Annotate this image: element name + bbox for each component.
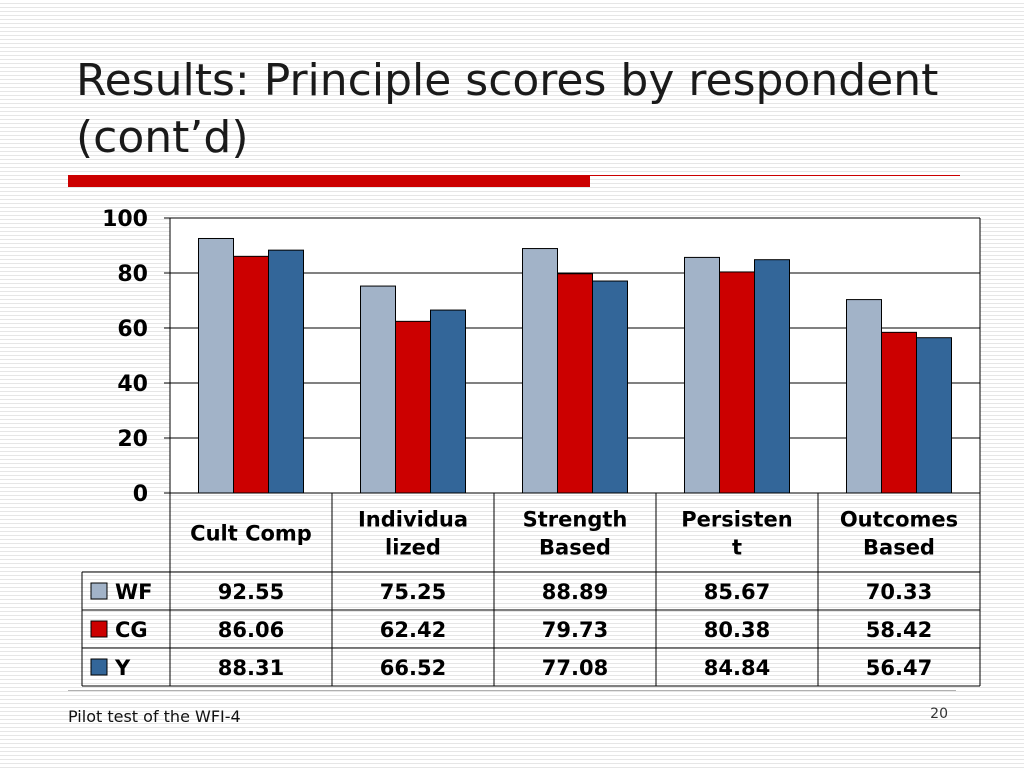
bar-wf bbox=[846, 299, 882, 494]
data-label: 84.84 bbox=[704, 656, 770, 680]
title-underline-line bbox=[590, 175, 960, 176]
bar-y bbox=[268, 249, 304, 494]
legend-label: CG bbox=[115, 618, 148, 642]
bar-y bbox=[592, 280, 628, 494]
data-label: 86.06 bbox=[218, 618, 284, 642]
legend-swatch-y bbox=[90, 658, 108, 676]
bar-cg bbox=[233, 255, 269, 494]
y-tick-label: 100 bbox=[102, 207, 148, 232]
bar-wf bbox=[522, 248, 558, 494]
bar-cg bbox=[719, 271, 755, 494]
data-label: 88.31 bbox=[218, 656, 284, 680]
bar-wf bbox=[360, 285, 396, 494]
footer-text: Pilot test of the WFI-4 bbox=[68, 707, 241, 726]
y-tick-label: 0 bbox=[133, 482, 148, 507]
data-label: 66.52 bbox=[380, 656, 446, 680]
legend-swatch-cg bbox=[90, 620, 108, 638]
title-underline-bar bbox=[68, 175, 590, 187]
data-label: 56.47 bbox=[866, 656, 932, 680]
bar-y bbox=[430, 309, 466, 494]
category-label: Outcomes bbox=[840, 508, 958, 532]
category-label: Individua bbox=[358, 508, 468, 532]
bar-cg bbox=[881, 331, 917, 494]
category-label: Based bbox=[539, 536, 611, 560]
legend-label: WF bbox=[115, 580, 153, 604]
slide-title: Results: Principle scores by respondent … bbox=[76, 55, 939, 163]
bar-wf bbox=[684, 256, 720, 494]
data-label: 75.25 bbox=[380, 580, 446, 604]
page-number: 20 bbox=[930, 706, 948, 722]
data-label: 92.55 bbox=[218, 580, 284, 604]
category-label: lized bbox=[385, 536, 441, 560]
category-label: Strength bbox=[523, 508, 628, 532]
bar-y bbox=[754, 259, 790, 494]
data-label: 85.67 bbox=[704, 580, 770, 604]
data-label: 70.33 bbox=[866, 580, 932, 604]
y-tick-label: 60 bbox=[117, 317, 148, 342]
legend-label: Y bbox=[114, 656, 131, 680]
bar-y bbox=[916, 337, 952, 494]
y-tick-label: 20 bbox=[117, 427, 148, 452]
bar-cg bbox=[395, 320, 431, 494]
data-label: 62.42 bbox=[380, 618, 446, 642]
category-label: Persisten bbox=[681, 508, 792, 532]
bar-wf bbox=[198, 237, 234, 494]
bar-cg bbox=[557, 273, 593, 494]
data-label: 58.42 bbox=[866, 618, 932, 642]
category-label: Cult Comp bbox=[190, 522, 312, 546]
data-label: 88.89 bbox=[542, 580, 608, 604]
data-label: 77.08 bbox=[542, 656, 608, 680]
category-label: Based bbox=[863, 536, 935, 560]
data-label: 80.38 bbox=[704, 618, 770, 642]
data-label: 79.73 bbox=[542, 618, 608, 642]
legend-swatch-wf bbox=[90, 582, 108, 600]
category-label: t bbox=[732, 536, 742, 560]
y-tick-label: 40 bbox=[117, 372, 148, 397]
y-tick-label: 80 bbox=[117, 262, 148, 287]
footer-divider bbox=[68, 690, 956, 691]
